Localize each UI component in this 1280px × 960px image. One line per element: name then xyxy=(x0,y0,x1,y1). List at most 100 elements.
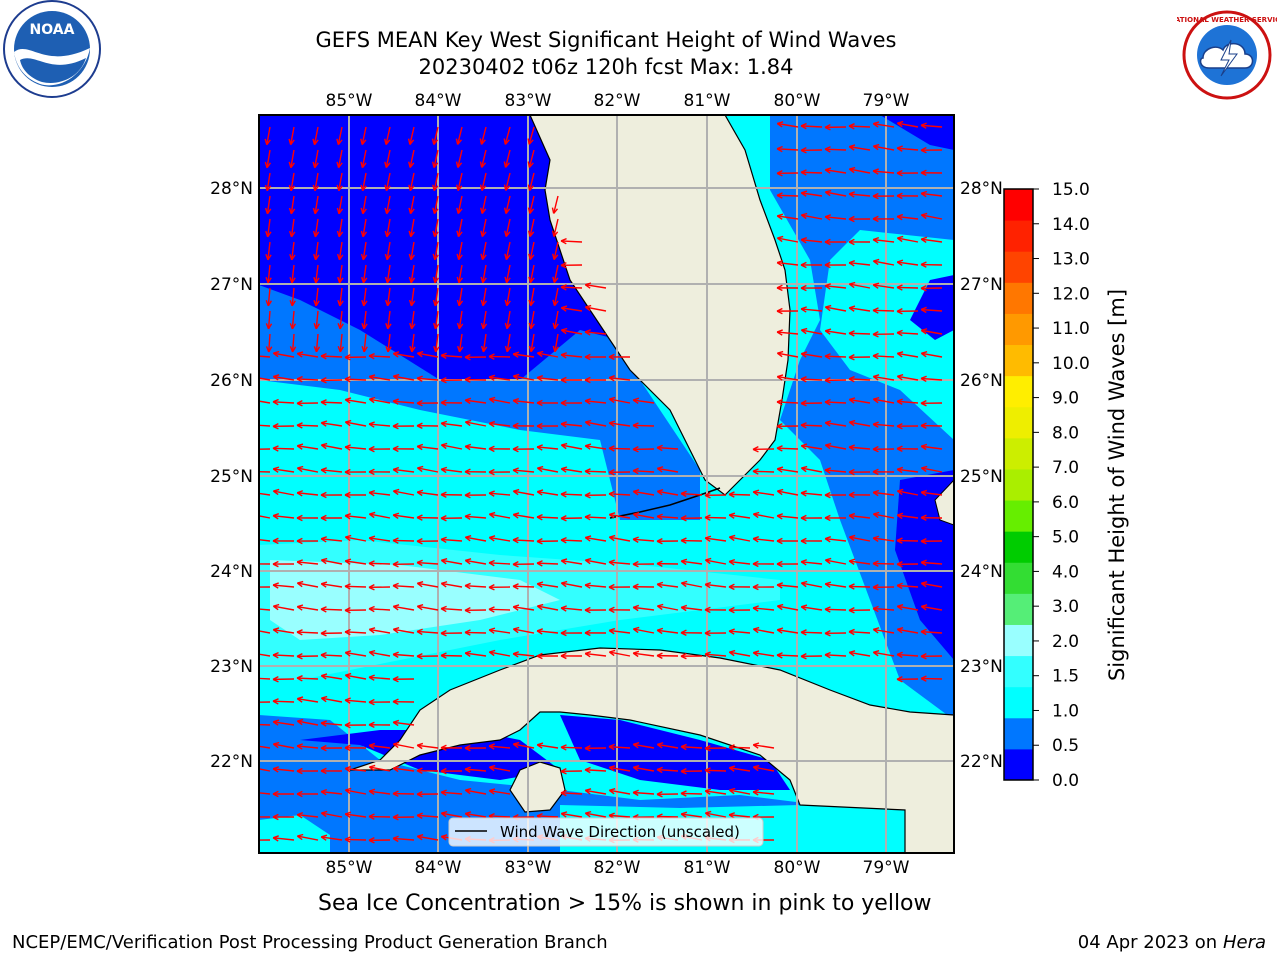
wave-direction-arrowhead xyxy=(488,396,496,404)
wave-direction-arrowhead xyxy=(272,445,279,452)
wave-direction-arrowhead xyxy=(552,322,559,330)
wave-direction-arrow xyxy=(417,445,439,450)
wave-direction-arrowhead xyxy=(920,399,927,407)
lat-left-22: 22°N xyxy=(210,752,253,772)
wave-direction-arrow xyxy=(753,513,775,519)
wave-direction-arrow xyxy=(488,815,511,818)
wave-direction-arrow xyxy=(657,629,679,634)
wave-direction-arrowhead xyxy=(289,346,297,353)
wave-direction-arrow xyxy=(585,652,607,657)
wave-direction-arrowhead xyxy=(313,253,320,261)
wave-direction-arrowhead xyxy=(560,305,568,312)
wave-direction-arrow xyxy=(458,264,463,283)
wave-direction-arrowhead xyxy=(920,169,927,177)
colorbar-tick-label: 1.5 xyxy=(1052,667,1079,687)
wave-direction-arrow xyxy=(297,492,319,496)
wave-direction-arrow xyxy=(272,401,295,404)
wave-direction-arrowhead xyxy=(896,120,904,128)
wave-direction-arrowhead xyxy=(680,514,687,522)
wave-direction-arrow xyxy=(314,195,319,214)
lon-top-85: 85°W xyxy=(326,91,373,111)
wave-direction-arrowhead xyxy=(272,488,280,496)
wave-direction-arrowhead xyxy=(249,790,255,795)
wave-direction-arrow xyxy=(777,605,799,611)
wave-direction-arrowhead xyxy=(392,466,400,474)
wave-direction-arrow xyxy=(704,769,727,772)
wave-direction-arrowhead xyxy=(896,627,904,634)
wave-direction-arrowhead xyxy=(320,606,327,613)
wave-direction-arrowhead xyxy=(320,514,327,522)
wave-direction-arrowhead xyxy=(344,354,351,361)
wave-direction-arrowhead xyxy=(368,698,375,706)
wave-direction-arrowhead xyxy=(848,123,855,130)
wave-direction-arrowhead xyxy=(344,628,351,636)
wave-direction-arrowhead xyxy=(337,276,344,284)
wave-direction-arrowhead xyxy=(896,169,903,177)
wave-direction-arrowhead xyxy=(361,276,368,284)
wave-direction-arrowhead xyxy=(528,253,535,261)
wave-direction-arrowhead xyxy=(824,557,832,565)
wave-direction-arrowhead xyxy=(848,215,855,223)
wave-direction-arrow xyxy=(849,421,871,427)
colorbar-cell xyxy=(1004,313,1033,346)
wave-direction-arrowhead xyxy=(896,213,904,221)
wave-direction-arrowhead xyxy=(464,376,471,383)
wave-direction-arrowhead xyxy=(896,422,903,430)
wave-direction-arrow xyxy=(410,218,415,237)
wave-direction-arrowhead xyxy=(608,583,615,591)
wave-direction-arrowhead xyxy=(560,537,567,544)
wave-direction-arrow xyxy=(585,284,607,289)
wave-direction-arrow xyxy=(801,308,823,312)
map-frame xyxy=(258,114,955,854)
wave-direction-arrow xyxy=(801,239,823,243)
wave-direction-arrowhead xyxy=(800,351,808,358)
wave-direction-arrow xyxy=(266,195,271,214)
wave-direction-arrowhead xyxy=(344,607,351,614)
wave-direction-arrowhead xyxy=(368,674,375,681)
wave-direction-arrow xyxy=(825,330,847,335)
bahamas-land xyxy=(934,479,954,526)
colorbar-tick-label: 14.0 xyxy=(1052,215,1090,235)
wave-direction-arrowhead xyxy=(249,537,255,542)
wave-direction-arrowhead xyxy=(320,695,328,703)
wave-direction-arrow xyxy=(729,514,751,519)
wave-direction-arrowhead xyxy=(656,581,664,589)
wave-direction-arrow xyxy=(873,491,895,496)
wave-direction-arrow xyxy=(393,468,415,473)
wave-direction-arrowhead xyxy=(920,653,927,660)
wave-direction-arrow xyxy=(849,262,871,266)
wave-direction-arrow xyxy=(296,378,319,381)
wave-direction-arrow xyxy=(873,607,895,611)
wave-direction-arrowhead xyxy=(431,138,439,145)
wave-direction-arrow xyxy=(386,241,391,260)
wave-direction-arrowhead xyxy=(848,260,856,267)
wave-direction-arrow xyxy=(273,605,295,611)
wave-direction-arrow xyxy=(321,722,343,726)
wave-direction-arrow xyxy=(291,241,295,260)
wave-direction-arrowhead xyxy=(464,607,471,614)
wave-direction-arrow xyxy=(704,516,727,519)
wave-direction-arrow xyxy=(777,515,799,519)
wave-direction-arrowhead xyxy=(392,512,400,519)
wave-direction-arrow xyxy=(296,677,319,680)
wave-direction-arrowhead xyxy=(432,230,439,238)
wave-direction-arrowhead xyxy=(384,230,391,238)
wave-direction-arrow xyxy=(369,628,391,634)
wave-direction-arrow xyxy=(482,264,487,283)
wave-direction-arrow xyxy=(561,329,583,335)
wave-direction-arrow xyxy=(920,630,943,634)
wave-direction-arrow xyxy=(272,447,295,450)
colorbar-cell xyxy=(1004,344,1033,377)
lat-right-22: 22°N xyxy=(960,752,1003,772)
wave-direction-arrowhead xyxy=(416,375,423,382)
wave-direction-arrowhead xyxy=(416,559,423,567)
colorbar-tick-label: 9.0 xyxy=(1052,389,1079,409)
wave-direction-arrow xyxy=(393,837,415,841)
wave-direction-arrowhead xyxy=(560,605,567,612)
wave-direction-arrowhead xyxy=(432,276,440,284)
lat-left-23: 23°N xyxy=(210,657,253,677)
national-weather-service-logo: NATIONAL WEATHER SERVICE xyxy=(1177,10,1277,100)
wave-direction-arrow xyxy=(338,264,343,283)
wave-direction-arrowhead xyxy=(656,560,663,567)
wave-direction-arrowhead xyxy=(504,230,511,238)
